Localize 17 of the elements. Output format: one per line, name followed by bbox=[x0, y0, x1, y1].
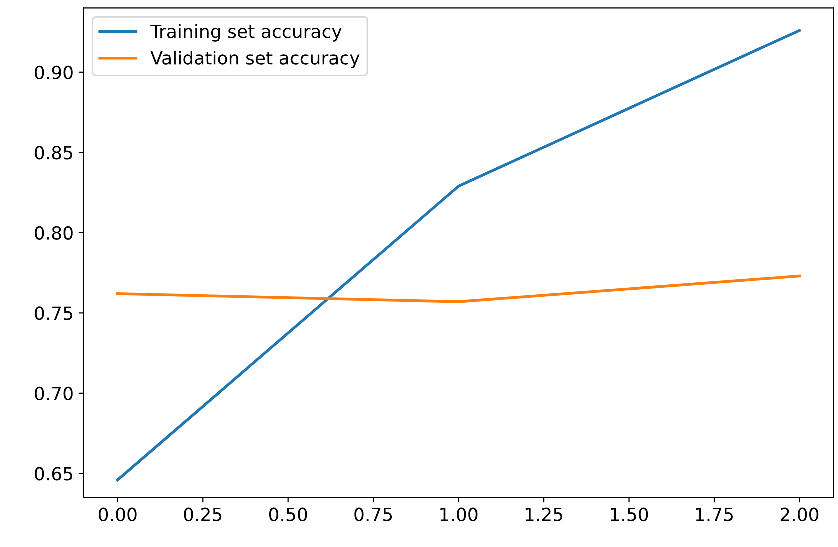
x-tick-label: 1.75 bbox=[696, 508, 734, 522]
x-tick-label: 1.25 bbox=[526, 508, 563, 522]
x-tick-label: 0.25 bbox=[184, 508, 222, 522]
x-tick-label: 0.00 bbox=[98, 508, 137, 522]
x-tick-label: 2.00 bbox=[780, 508, 819, 522]
x-tick-label: 1.50 bbox=[611, 508, 648, 522]
y-tick-label: 0.90 bbox=[35, 66, 73, 80]
x-tick-label: 0.75 bbox=[354, 508, 392, 522]
x-tick-label: 1.00 bbox=[440, 508, 478, 522]
x-tick-label: 0.50 bbox=[269, 508, 308, 522]
legend-label: Validation set accuracy bbox=[150, 50, 360, 68]
y-tick-label: 0.70 bbox=[35, 386, 73, 401]
y-tick-label: 0.65 bbox=[35, 467, 72, 481]
y-tick-label: 0.85 bbox=[35, 146, 72, 160]
y-tick-label: 0.80 bbox=[35, 226, 73, 240]
legend-label: Training set accuracy bbox=[150, 24, 342, 42]
y-tick-label: 0.75 bbox=[35, 306, 72, 320]
